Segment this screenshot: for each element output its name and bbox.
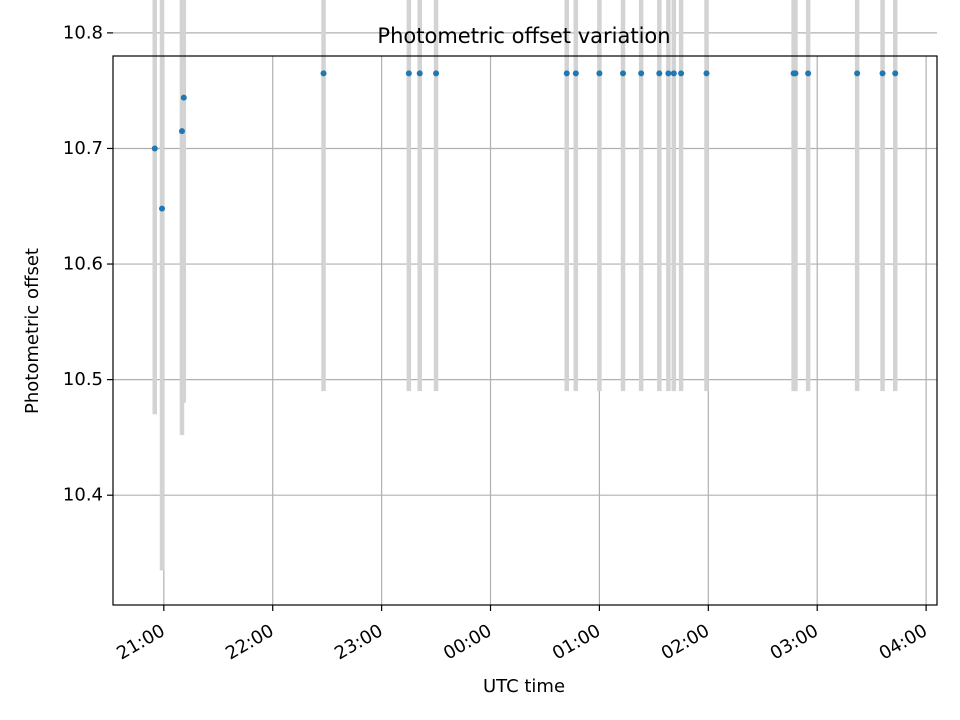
y-tick-label: 10.7 bbox=[63, 138, 103, 159]
data-point bbox=[180, 94, 187, 101]
data-point bbox=[805, 70, 812, 77]
data-point bbox=[854, 70, 861, 77]
chart-title: Photometric offset variation bbox=[377, 24, 670, 48]
data-point bbox=[620, 70, 627, 77]
data-point bbox=[178, 128, 185, 135]
data-point bbox=[678, 70, 685, 77]
data-point bbox=[638, 70, 645, 77]
data-point bbox=[703, 70, 710, 77]
data-point bbox=[879, 70, 886, 77]
data-point bbox=[670, 70, 677, 77]
y-tick-label: 10.8 bbox=[63, 22, 103, 43]
data-point bbox=[892, 70, 899, 77]
y-tick-label: 10.5 bbox=[63, 369, 103, 390]
data-point bbox=[792, 70, 799, 77]
data-point bbox=[563, 70, 570, 77]
data-point bbox=[416, 70, 423, 77]
y-axis-label: Photometric offset bbox=[22, 248, 43, 414]
data-point bbox=[596, 70, 603, 77]
x-axis-label: UTC time bbox=[483, 676, 565, 697]
plot-area-frame bbox=[112, 55, 938, 606]
data-points bbox=[151, 70, 899, 212]
data-point bbox=[665, 70, 672, 77]
data-point bbox=[433, 70, 440, 77]
y-tick-label: 10.4 bbox=[63, 485, 103, 506]
data-point bbox=[656, 70, 663, 77]
data-point bbox=[159, 205, 166, 212]
data-point bbox=[151, 145, 158, 152]
data-point bbox=[320, 70, 327, 77]
y-tick-label: 10.6 bbox=[63, 254, 103, 275]
data-point bbox=[572, 70, 579, 77]
y-axis-ticks: 10.410.510.610.710.810.911.0 bbox=[63, 22, 113, 506]
data-point bbox=[405, 70, 412, 77]
